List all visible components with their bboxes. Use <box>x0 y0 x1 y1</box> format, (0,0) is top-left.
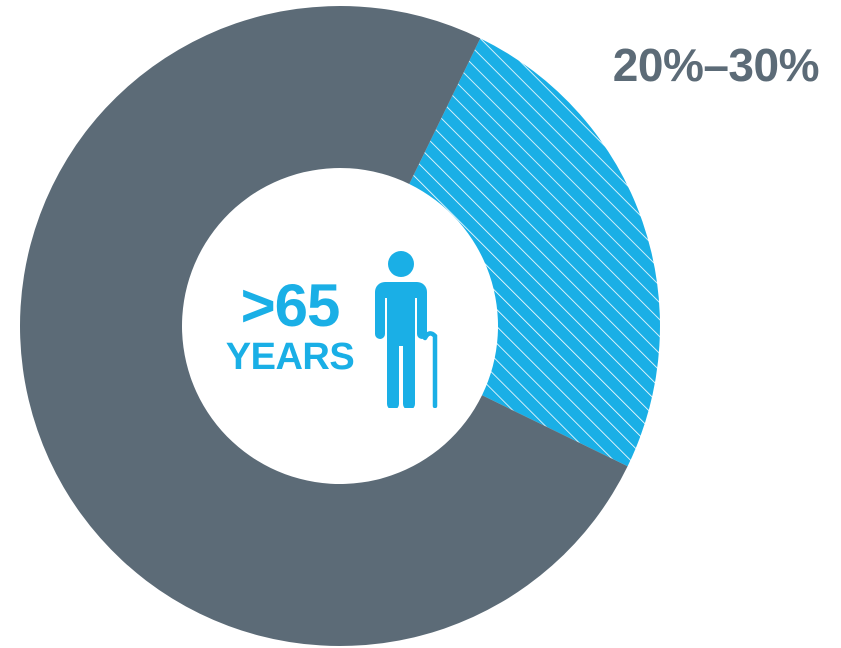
donut-slice-remainder <box>20 6 628 646</box>
elderly-person-with-cane-icon <box>375 251 438 408</box>
donut-slices <box>20 6 661 646</box>
share-annotation: 20%–30% <box>612 39 820 91</box>
donut-slice-highlight <box>409 38 661 467</box>
center-age-value: >65 <box>240 272 341 339</box>
center-label: >65 YEARS <box>222 272 358 378</box>
center-age-unit: YEARS <box>225 336 355 378</box>
